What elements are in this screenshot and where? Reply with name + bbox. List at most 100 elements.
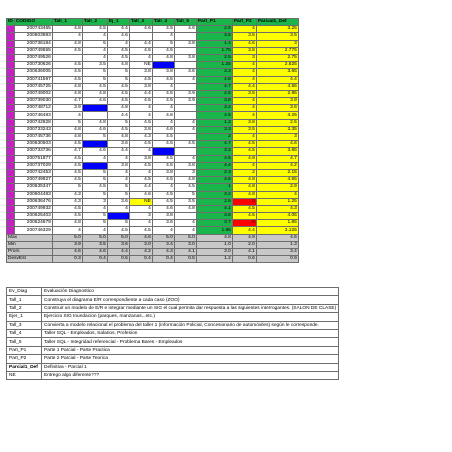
grade-cell-t1: 4.8 — [51, 132, 83, 142]
grade-cell-t5: 4 — [173, 75, 197, 84]
grade-cell-t2: 4.8 — [81, 118, 108, 127]
grade-cell-p2: 2 — [231, 168, 257, 178]
grade-cell-p2: 3.8 — [231, 118, 257, 127]
table-row: 200746483 4 4.4 4 4.8 4.5 4 4.25 — [6, 111, 299, 120]
grades-table: ID CODIGO Tall_1 Tall_2 Ej_1 Tall_3 Tall_4 Tall… — [6, 17, 299, 264]
grade-cell-def: 2.95 — [255, 89, 299, 99]
legend-row: Tall_1 Construya el diagrama E/R correspo… — [6, 295, 340, 305]
row-id-cell — [6, 140, 15, 149]
codigo-cell: 200745725 — [13, 82, 53, 91]
legend-row: Parcial1_Def Definitiva - Parcial 1 — [6, 362, 340, 372]
grade-cell-t3: 3.8 — [128, 125, 153, 135]
column-header: Ej_1 — [106, 17, 130, 27]
grade-cell-t3: 4 — [128, 104, 153, 113]
grade-cell-t4: 4.5 — [151, 161, 175, 170]
grade-cell-t3: 4.5 — [128, 176, 153, 185]
grade-cell-p1: 1 — [195, 183, 233, 192]
legend-description: Convierta a modelo relacional el problem… — [41, 320, 340, 330]
grade-cell-p1: 1.25 — [195, 61, 233, 70]
grade-cell-t5: 5 — [173, 190, 197, 199]
grade-cell-t2 — [81, 104, 108, 113]
grade-cell-t1: 4.5 — [51, 68, 83, 77]
column-header: Tall_3 — [128, 17, 153, 27]
grade-cell-t2 — [81, 111, 108, 120]
row-id-cell — [6, 53, 15, 63]
grade-cell-e1: 4.8 — [106, 132, 130, 142]
codigo-cell: 200736184 — [13, 39, 53, 48]
column-header: Parcial1_Def — [255, 17, 299, 27]
grade-cell-t5: 4.8 — [173, 204, 197, 214]
grade-cell-t5 — [173, 82, 197, 91]
codigo-cell: 200604483 — [13, 190, 53, 199]
grade-cell-t5 — [173, 104, 197, 113]
grade-cell-def: 4.65 — [255, 176, 299, 185]
stats-value: 0.4 — [151, 255, 175, 264]
grade-cell-t5 — [173, 111, 197, 120]
legend-description: Construya el diagrama E/R correspondient… — [41, 295, 340, 305]
grade-cell-t2: 4.6 — [81, 125, 108, 135]
grade-cell-t3: 4 — [128, 219, 153, 228]
codigo-cell: 200749526 — [13, 53, 53, 63]
stats-value: 3.5 — [81, 240, 108, 250]
grade-cell-p2: 4 — [231, 75, 257, 84]
grade-cell-p1: 4.4 — [195, 161, 233, 170]
row-id-cell — [6, 161, 15, 170]
grade-cell-p2: 4 — [231, 68, 257, 77]
row-id-cell — [6, 168, 15, 178]
grade-cell-p1: 4.8 — [195, 75, 233, 84]
grade-cell-p2: 3.5 — [231, 125, 257, 135]
stats-value: 0.9 — [255, 255, 299, 264]
grade-cell-p2: 4 — [231, 161, 257, 170]
row-id-cell — [6, 89, 15, 99]
legend-row: Tall_2 Construir un modelo de E/R e integ… — [6, 303, 340, 314]
grade-cell-e1: 5 — [106, 190, 130, 199]
table-row: 200625403 4.5 5 3 3.8 3.6 4.5 4.05 — [6, 212, 299, 221]
table-row: 200742453 4.5 5 4 4 3.8 3 2.3 2 2.15 — [6, 168, 299, 178]
grade-cell-p2: 4 — [231, 25, 257, 34]
grade-cell-def: 3.85 — [255, 147, 299, 156]
table-row: 200749002 4.8 4.8 4.5 4.4 4.5 3.9 2.6 3.5 2.95 — [6, 89, 299, 99]
stats-value: 0.4 — [81, 255, 108, 264]
grade-cell-t5 — [173, 212, 197, 221]
grade-cell-p2: 4.5 — [231, 212, 257, 221]
grade-cell-p2: 0 — [231, 197, 257, 206]
grade-cell-p2: 4.5 — [231, 204, 257, 214]
table-row: 200603983 4 4 4.6 4 3.5 3.5 3.5 — [6, 32, 299, 41]
grade-cell-e1: 5 — [106, 183, 130, 192]
grade-cell-p1: 3.6 — [195, 212, 233, 221]
grade-cell-def: 4.55 — [255, 82, 299, 91]
stats-value: 4.8 — [195, 233, 233, 242]
row-id-cell — [6, 97, 15, 106]
codigo-cell: 200733243 — [13, 125, 53, 135]
codigo-cell: 200739030 — [13, 97, 53, 106]
grade-cell-t5: 4 — [173, 118, 197, 127]
grade-cell-t4: 4.8 — [151, 53, 175, 63]
grade-cell-e1: 4.8 — [106, 61, 130, 70]
grade-cell-t1: 4 — [51, 32, 83, 41]
codigo-cell: 200737029 — [13, 161, 53, 170]
grade-cell-p2: 4.8 — [231, 190, 257, 199]
stats-label: Min — [6, 240, 53, 250]
legend-description: Construir un modelo de E/R e integrar me… — [41, 303, 340, 314]
grade-cell-t2: 4 — [81, 32, 108, 41]
grade-cell-t1: 4.8 — [51, 125, 83, 135]
grade-cell-t5 — [173, 147, 197, 156]
legend-key: Part_P1 — [6, 345, 42, 356]
grade-cell-p2: 3 — [231, 53, 257, 63]
grade-cell-t5 — [173, 61, 197, 70]
table-row: 200751877 4.5 4 4 3.8 4.5 4 4.5 4.9 4.7 — [6, 154, 299, 163]
stats-value: 0.5 — [173, 255, 197, 264]
column-header: ID — [6, 17, 15, 27]
column-header: Tall_4 — [151, 17, 175, 27]
grade-cell-t2: 4 — [81, 53, 108, 63]
grade-cell-t3: 4.6 — [128, 190, 153, 199]
row-id-cell — [6, 132, 15, 142]
grade-cell-t2: 4 — [81, 46, 108, 55]
grade-cell-t1: 5 — [51, 118, 83, 127]
legend-key: Part_P2 — [6, 354, 42, 364]
stats-row: DesvEst 0.3 0.4 0.5 0.4 0.4 0.5 1.2 0.6 0.9 — [6, 255, 299, 264]
header-row: ID CODIGO Tall_1 Tall_2 Ej_1 Tall_3 Tall_4 Tall… — [6, 17, 299, 27]
stats-value: 0.6 — [231, 255, 257, 264]
table-row: 200636476 4.3 3 3.6 NE 4.5 3.5 2.5 0 1.25 — [6, 197, 299, 206]
table-row: 200624679 4.8 5 5 4 3.6 4 3.7 0 1.85 — [6, 219, 299, 228]
